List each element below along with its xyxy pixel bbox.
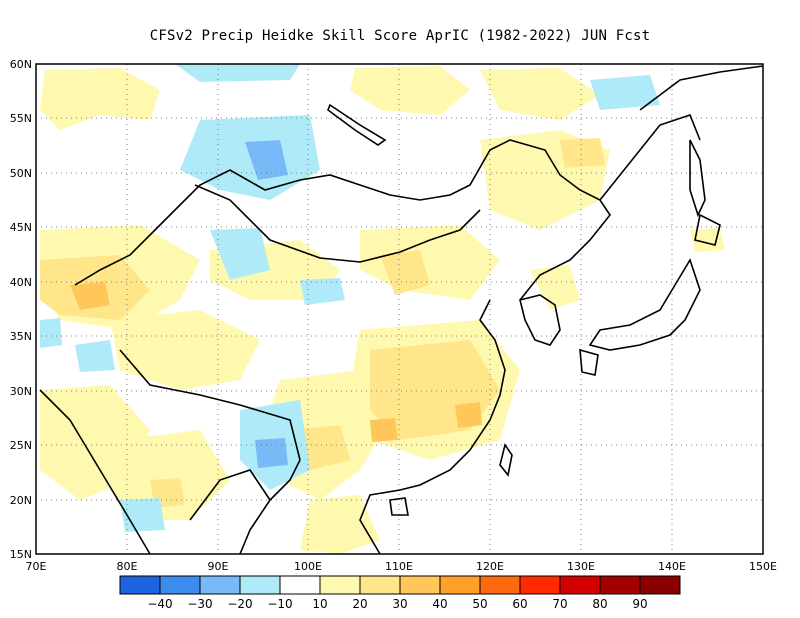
colorbar: [119, 575, 681, 595]
shade-patch: [255, 438, 288, 468]
shade-patch: [300, 495, 380, 554]
shade-patch: [360, 225, 500, 300]
lon-tick-label: 110E: [385, 560, 413, 573]
shade-patch: [110, 310, 260, 390]
colorbar-label: 30: [392, 597, 407, 611]
sakhalin: [689, 139, 706, 218]
east-china-coast: [399, 299, 506, 491]
colorbar-label: 70: [552, 597, 567, 611]
colorbar-label: 80: [592, 597, 607, 611]
shade-patch: [560, 138, 605, 168]
colorbar-swatch: [559, 575, 601, 595]
shade-patch: [300, 278, 345, 305]
taiwan: [499, 443, 513, 477]
colorbar-label: 20: [352, 597, 367, 611]
colorbar-swatch: [119, 575, 161, 595]
shade-patch: [455, 402, 482, 428]
shade-patch: [690, 228, 725, 252]
lon-tick-label: 90E: [208, 560, 229, 573]
colorbar-label: 10: [312, 597, 327, 611]
colorbar-swatch: [599, 575, 641, 595]
colorbar-label: −20: [227, 597, 252, 611]
colorbar-swatch: [199, 575, 241, 595]
india-coast: [39, 389, 151, 554]
shade-patch: [245, 140, 288, 180]
colorbar-label: 50: [472, 597, 487, 611]
colorbar-swatch: [639, 575, 681, 595]
lat-tick-label: 20N: [10, 494, 32, 507]
shade-patch: [75, 340, 115, 372]
colorbar-swatch: [399, 575, 441, 595]
lat-tick-label: 35N: [10, 330, 32, 343]
map-title: CFSv2 Precip Heidke Skill Score AprIC (1…: [149, 28, 651, 44]
lon-tick-label: 130E: [567, 560, 595, 573]
lat-tick-label: 40N: [10, 276, 32, 289]
mongolia-south-border: [194, 184, 481, 263]
himalaya-border: [119, 349, 301, 461]
lat-tick-label: 45N: [10, 221, 32, 234]
shade-patch: [350, 66, 470, 115]
lon-tick-label: 100E: [294, 560, 322, 573]
lat-tick-label: 15N: [10, 548, 32, 561]
lon-tick-label: 140E: [658, 560, 686, 573]
colorbar-label: 60: [512, 597, 527, 611]
siberia-coast: [639, 65, 763, 111]
colorbar-label: 90: [632, 597, 647, 611]
colorbar-label: 40: [432, 597, 447, 611]
shade-patch: [380, 250, 430, 295]
lon-tick-label: 120E: [476, 560, 504, 573]
colorbar-swatch: [359, 575, 401, 595]
okhotsk-coast: [599, 114, 701, 201]
shade-patch: [70, 282, 110, 310]
shade-patch: [370, 418, 398, 442]
shade-patch: [590, 75, 660, 110]
lat-tick-label: 50N: [10, 167, 32, 180]
bay-bengal-coast: [189, 469, 271, 521]
japan-hokkaido: [694, 213, 721, 246]
lat-tick-label: 25N: [10, 439, 32, 452]
colorbar-label: −40: [147, 597, 172, 611]
shade-patch: [180, 115, 320, 200]
colorbar-label: −10: [267, 597, 292, 611]
lat-axis: 60N 55N 50N 45N 40N 35N 30N 25N 20N 15N: [10, 58, 32, 561]
japan-honshu: [588, 258, 701, 351]
shade-patch: [40, 318, 62, 348]
shade-patch: [40, 68, 160, 130]
lat-tick-label: 30N: [10, 385, 32, 398]
map-gridlines: [36, 64, 763, 554]
colorbar-labels: −40 −30 −20 −10 10 20 30 40 50 60 70 80 90: [147, 597, 647, 611]
japan-kyushu: [579, 348, 599, 376]
indochina-coast: [359, 489, 401, 554]
colorbar-label: −30: [187, 597, 212, 611]
korea-peninsula: [519, 294, 561, 346]
shade-patch: [480, 68, 600, 120]
colorbar-swatch: [319, 575, 361, 595]
lon-tick-label: 70E: [26, 560, 47, 573]
shade-patch: [210, 228, 270, 280]
hainan: [389, 497, 409, 516]
colorbar-swatch: [439, 575, 481, 595]
lat-tick-label: 60N: [10, 58, 32, 71]
coastlines: [39, 65, 763, 554]
shade-patch: [530, 265, 580, 310]
lake-baikal: [327, 103, 387, 146]
colorbar-swatch: [279, 575, 321, 595]
colorbar-swatch: [159, 575, 201, 595]
colorbar-swatch: [239, 575, 281, 595]
skill-shading: [40, 64, 725, 554]
shade-patch: [175, 64, 300, 82]
china-border: [74, 139, 611, 301]
colorbar-swatch: [519, 575, 561, 595]
map-frame: [35, 63, 764, 555]
lat-tick-label: 55N: [10, 112, 32, 125]
shade-patch: [110, 430, 230, 520]
colorbar-swatch: [479, 575, 521, 595]
lon-axis: 70E 80E 90E 100E 110E 120E 130E 140E 150…: [26, 560, 777, 573]
lon-tick-label: 80E: [117, 560, 138, 573]
lon-tick-label: 150E: [749, 560, 777, 573]
